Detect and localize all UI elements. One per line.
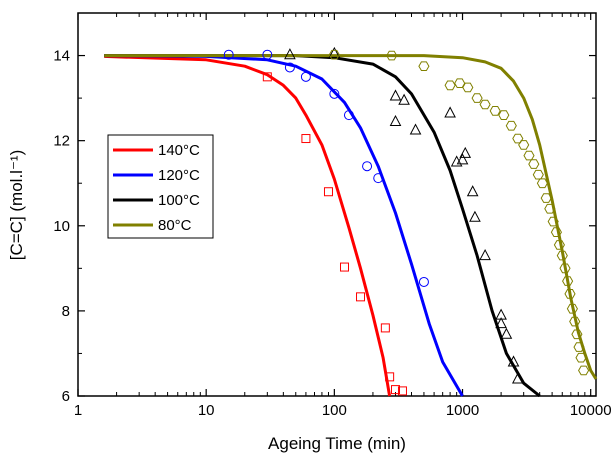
x-tick-label: 1000 — [446, 402, 479, 419]
data-point-80c — [575, 352, 587, 363]
data-point-100c — [456, 153, 469, 165]
data-point-140c — [380, 323, 390, 333]
data-point-120c — [343, 110, 354, 121]
data-point-120c — [223, 49, 234, 60]
data-point-80c — [544, 203, 556, 214]
data-point-140c — [385, 372, 395, 382]
data-point-80c — [418, 61, 430, 71]
data-point-80c — [573, 342, 585, 352]
data-point-140c — [323, 187, 333, 197]
y-tick-label: 10 — [53, 218, 70, 235]
data-point-80c — [571, 329, 583, 340]
y-tick-label: 8 — [62, 303, 70, 320]
data-point-80c — [550, 227, 562, 237]
data-point-120c — [262, 49, 273, 60]
y-axis-title: [C=C] (mol.l⁻¹) — [7, 150, 26, 261]
x-tick-label: 10000 — [570, 402, 612, 419]
legend: 140°C 120°C 100°C 80°C — [107, 134, 214, 239]
data-point-80c — [547, 216, 559, 227]
x-axis-title: Ageing Time (min) — [268, 434, 406, 453]
legend-label: 80°C — [158, 217, 192, 234]
data-point-120c — [362, 161, 373, 172]
data-point-120c — [329, 88, 340, 99]
data-point-100c — [466, 185, 479, 197]
data-point-100c — [479, 248, 491, 261]
data-point-100c — [495, 317, 507, 329]
data-point-80c — [489, 106, 501, 116]
data-point-100c — [444, 106, 456, 118]
data-point-80c — [462, 82, 474, 93]
data-point-140c — [301, 134, 311, 144]
data-point-100c — [409, 123, 422, 135]
data-point-80c — [518, 140, 530, 150]
y-tick-label: 14 — [53, 48, 70, 65]
data-point-80c — [578, 365, 590, 376]
data-point-80c — [569, 316, 581, 327]
data-point-80c — [562, 276, 574, 286]
fit-line-140c — [104, 54, 392, 397]
data-point-80c — [471, 93, 483, 103]
fit-line-120c — [104, 54, 464, 397]
legend-label: 140°C — [158, 142, 200, 159]
data-point-100c — [459, 146, 472, 158]
data-point-80c — [505, 120, 517, 131]
data-point-80c — [479, 99, 491, 110]
data-point-140c — [356, 292, 366, 302]
x-tick-label: 10 — [198, 402, 215, 419]
data-point-140c — [391, 385, 401, 395]
data-point-80c — [498, 110, 510, 120]
data-points — [223, 46, 590, 396]
data-point-80c — [553, 240, 565, 250]
data-point-100c — [500, 327, 513, 339]
y-tick-label: 6 — [62, 388, 70, 405]
data-point-100c — [389, 114, 402, 127]
data-point-80c — [328, 49, 340, 60]
data-point-100c — [511, 372, 524, 384]
x-tick-label: 100 — [322, 402, 347, 419]
legend-label: 100°C — [158, 192, 200, 209]
data-point-80c — [536, 178, 548, 189]
data-point-100c — [398, 93, 410, 105]
data-point-120c — [418, 276, 429, 287]
data-point-100c — [469, 210, 481, 222]
x-tick-label: 1 — [74, 402, 82, 419]
data-point-80c — [454, 78, 466, 88]
fit-line-100c — [104, 54, 541, 398]
data-point-100c — [328, 46, 341, 58]
legend-box — [107, 134, 214, 239]
tick-group: 1 10 100 1000 10000 6 8 10 12 14 — [53, 12, 612, 419]
data-point-120c — [373, 173, 384, 184]
data-point-100c — [389, 89, 402, 101]
data-point-80c — [564, 289, 576, 299]
y-tick-label: 12 — [53, 133, 70, 150]
legend-label: 120°C — [158, 167, 200, 184]
data-point-80c — [559, 263, 571, 274]
data-point-80c — [528, 159, 540, 169]
data-point-80c — [566, 303, 578, 314]
data-point-140c — [262, 72, 272, 82]
data-point-80c — [386, 50, 398, 61]
data-point-140c — [397, 386, 407, 396]
data-point-100c — [284, 48, 296, 60]
data-point-140c — [339, 262, 349, 272]
data-point-120c — [284, 62, 295, 73]
data-point-80c — [540, 193, 552, 203]
data-point-80c — [556, 250, 568, 261]
data-point-100c — [507, 355, 520, 367]
data-point-120c — [300, 71, 311, 82]
data-point-80c — [444, 80, 456, 91]
